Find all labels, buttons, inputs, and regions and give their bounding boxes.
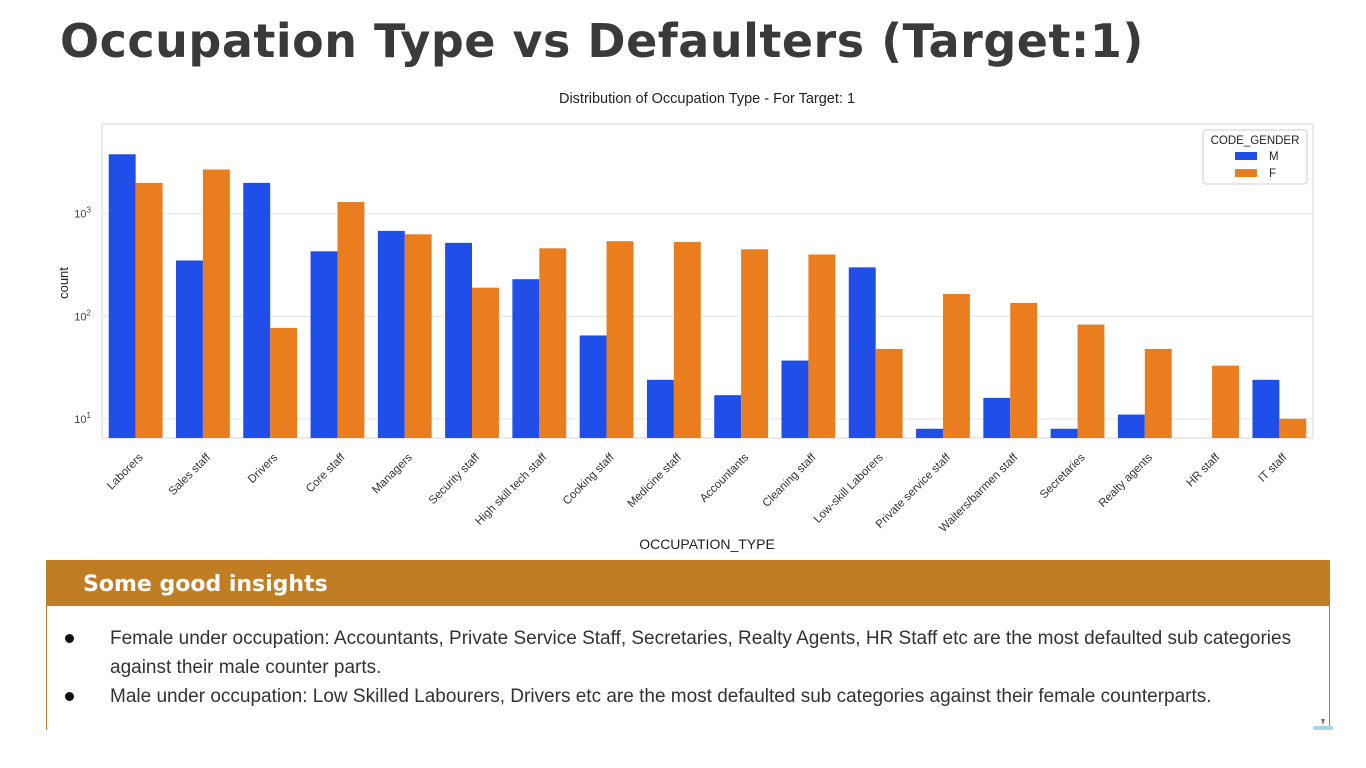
- x-tick-label: Drivers: [246, 451, 280, 485]
- bar-m: [1117, 414, 1145, 438]
- insight-item-male: Male under occupation: Low Skilled Labou…: [47, 682, 1329, 711]
- bar-m: [579, 335, 607, 438]
- x-tick-label: Sales staff: [167, 451, 214, 498]
- bar-f: [673, 242, 701, 438]
- bar-f: [404, 234, 432, 438]
- y-tick-label: 103: [74, 206, 91, 221]
- x-tick-label: High skill tech staff: [473, 451, 550, 528]
- bar-f: [1010, 302, 1038, 438]
- legend-label-f: F: [1269, 168, 1276, 180]
- bar-m: [243, 182, 271, 438]
- x-tick-label: Security staff: [427, 451, 483, 507]
- x-tick-label: Core staff: [304, 451, 348, 495]
- bullet-icon: [65, 634, 74, 643]
- bar-f: [1144, 348, 1172, 438]
- slide-title: Occupation Type vs Defaulters (Target:1): [60, 14, 1144, 68]
- bar-m: [848, 267, 876, 438]
- chart-title: Distribution of Occupation Type - For Ta…: [559, 91, 855, 107]
- plot-area: [101, 123, 1314, 439]
- bar-f: [875, 348, 903, 438]
- bar-f: [472, 287, 499, 438]
- legend-swatch-f: [1235, 169, 1257, 177]
- y-tick-label: 102: [74, 308, 91, 323]
- bar-m: [310, 251, 338, 438]
- bar-f: [942, 293, 970, 438]
- insight-text-female: Female under occupation: Accountants, Pr…: [110, 628, 1292, 678]
- insights-list: Female under occupation: Accountants, Pr…: [47, 624, 1329, 711]
- x-tick-label: IT staff: [1256, 451, 1290, 485]
- bar-m: [108, 154, 136, 438]
- bar-f: [337, 202, 365, 438]
- x-tick-label: Waiters/barmen staff: [937, 451, 1021, 535]
- insight-item-female: Female under occupation: Accountants, Pr…: [47, 624, 1329, 682]
- presenter-logo-icon: [1313, 719, 1333, 730]
- y-axis-label: count: [56, 267, 71, 299]
- bar-f: [1212, 365, 1239, 438]
- bar-f: [808, 254, 836, 438]
- x-tick-label: Cooking staff: [561, 451, 617, 507]
- legend-label-m: M: [1269, 151, 1279, 163]
- bar-m: [714, 395, 742, 438]
- bar-f: [1279, 418, 1307, 438]
- x-tick-label: Managers: [370, 451, 415, 496]
- bar-f: [202, 169, 230, 438]
- bar-f: [606, 241, 634, 438]
- x-tick-label: Medicine staff: [625, 451, 684, 510]
- insights-panel: Some good insights Female under occupati…: [46, 560, 1330, 730]
- bar-m: [1050, 428, 1078, 438]
- bar-m: [445, 242, 473, 438]
- bar-m: [176, 260, 203, 438]
- x-tick-label: Realty agents: [1097, 451, 1155, 509]
- y-tick-label: 101: [74, 411, 91, 426]
- occupation-bar-chart: 101 102 103 Laborers Sales staff Drivers Core …: [56, 91, 1314, 552]
- bar-m: [377, 230, 405, 438]
- bar-m: [916, 428, 943, 438]
- x-tick-label: Secretaries: [1038, 451, 1088, 501]
- legend-title: CODE_GENDER: [1211, 135, 1300, 147]
- insight-text-male: Male under occupation: Low Skilled Labou…: [110, 686, 1212, 707]
- bar-m: [983, 397, 1011, 438]
- insights-header: Some good insights: [47, 560, 1329, 606]
- x-tick-label: Low-skill Laborers: [812, 451, 886, 525]
- bar-m: [1252, 379, 1280, 438]
- bar-f: [741, 249, 769, 438]
- x-tick-label: Laborers: [105, 451, 146, 492]
- bar-f: [539, 248, 567, 438]
- bar-m: [512, 279, 540, 438]
- bullet-icon: [65, 692, 74, 701]
- bar-f: [270, 327, 298, 438]
- bar-m: [646, 379, 674, 438]
- x-tick-label: Cleaning staff: [760, 451, 819, 510]
- bar-m: [781, 360, 809, 438]
- bar-f: [1077, 324, 1105, 438]
- x-tick-label: HR staff: [1184, 451, 1222, 489]
- x-tick-label: Accountants: [698, 451, 751, 504]
- legend-swatch-m: [1235, 152, 1257, 160]
- bar-f: [135, 182, 163, 438]
- x-tick-label: Private service staff: [874, 451, 954, 531]
- x-axis-label: OCCUPATION_TYPE: [639, 536, 775, 552]
